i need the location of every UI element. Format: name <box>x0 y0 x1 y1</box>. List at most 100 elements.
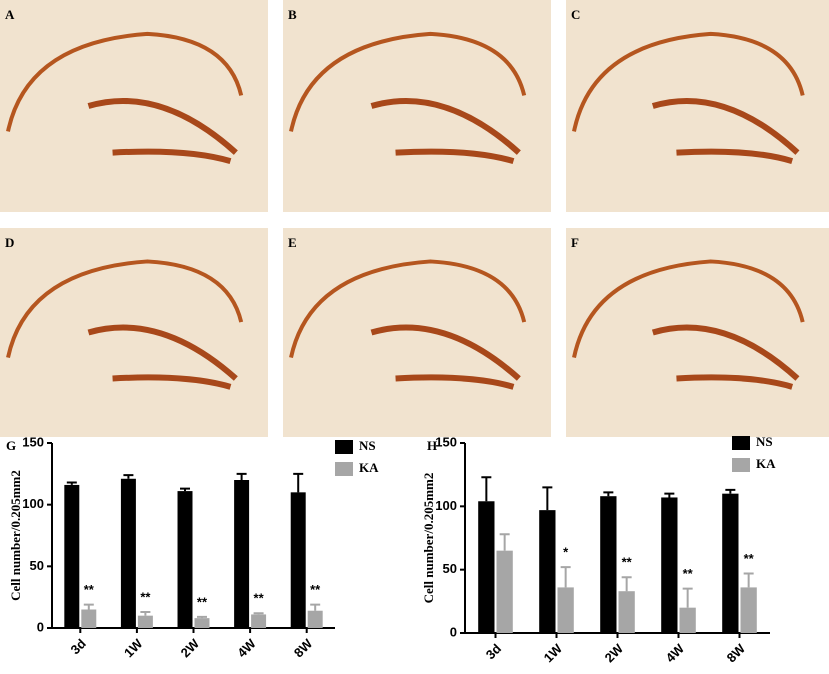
micrograph <box>566 0 829 212</box>
panel-label: F <box>571 235 579 250</box>
error-bar <box>310 603 321 611</box>
x-tick-label: 1W <box>541 640 566 665</box>
bar <box>307 610 323 628</box>
error-bar <box>196 615 207 619</box>
error-bar <box>743 572 754 588</box>
tissue-arc <box>6 31 244 132</box>
tissue-arc <box>370 324 521 381</box>
error-bar <box>621 576 632 592</box>
legend-swatch <box>732 458 750 472</box>
error-bar <box>123 474 134 479</box>
significance-label: ** <box>744 551 755 566</box>
legend-label: KA <box>756 456 776 471</box>
x-tick-label: 4W <box>234 635 259 660</box>
bar <box>722 493 739 633</box>
bar <box>679 607 696 633</box>
error-bar <box>140 610 151 616</box>
panel-label: C <box>571 7 580 22</box>
x-tick-label: 2W <box>178 635 203 660</box>
bar <box>661 497 678 633</box>
tissue-arc <box>112 374 232 390</box>
tissue-arc <box>289 259 527 359</box>
x-tick-label: 2W <box>602 640 627 665</box>
significance-label: ** <box>254 591 265 606</box>
y-tick-label: 50 <box>443 561 457 576</box>
bar <box>557 587 574 633</box>
error-bar <box>499 533 510 551</box>
tissue-arc <box>676 374 794 390</box>
significance-label: ** <box>197 594 208 609</box>
x-tick-label: 1W <box>121 635 146 660</box>
tissue-arc <box>395 148 515 164</box>
panel-label: E <box>288 235 297 250</box>
y-tick-label: 100 <box>22 496 44 511</box>
y-tick-label: 0 <box>37 619 44 634</box>
y-tick-label: 150 <box>22 434 44 449</box>
x-tick-label: 4W <box>663 640 688 665</box>
tissue-arc <box>395 374 515 390</box>
error-bar <box>66 481 77 485</box>
error-bar <box>293 472 304 493</box>
legend-swatch <box>335 462 353 476</box>
tissue-arc <box>87 324 238 381</box>
error-bar <box>83 603 94 610</box>
tissue-arc <box>6 259 244 359</box>
panel-label: D <box>5 235 14 250</box>
micrograph <box>0 0 268 212</box>
x-tick-label: 3d <box>483 641 504 662</box>
micrograph <box>283 0 551 212</box>
bar <box>120 478 136 628</box>
error-bar <box>560 566 571 588</box>
error-bar <box>725 488 736 494</box>
bar <box>618 591 635 633</box>
tissue-arc <box>572 31 805 132</box>
error-bar <box>682 587 693 608</box>
significance-label: * <box>563 545 569 560</box>
significance-label: ** <box>310 582 321 597</box>
panel-label: G <box>6 438 16 453</box>
error-bar <box>253 612 264 615</box>
tissue-arc <box>289 31 527 132</box>
tissue-arc <box>87 98 238 155</box>
x-tick-label: 8W <box>291 635 316 660</box>
error-bar <box>664 492 675 498</box>
panel-label: A <box>5 7 15 22</box>
bar <box>177 491 193 628</box>
bar <box>81 609 97 628</box>
bar <box>137 615 153 628</box>
bar <box>251 614 267 628</box>
error-bar <box>180 487 191 492</box>
legend-swatch <box>335 440 353 454</box>
bar <box>600 496 617 633</box>
y-tick-label: 0 <box>450 624 457 639</box>
tissue-arc <box>676 148 794 164</box>
bar <box>740 587 757 633</box>
error-bar <box>236 472 247 480</box>
x-tick-label: 8W <box>724 640 749 665</box>
legend-swatch <box>732 436 750 450</box>
x-tick-label: 3d <box>68 636 89 657</box>
y-tick-label: 100 <box>435 498 457 513</box>
panel-label: B <box>288 7 297 22</box>
legend-label: NS <box>359 438 376 453</box>
bar <box>194 618 210 628</box>
error-bar <box>481 476 492 502</box>
tissue-arc <box>651 324 800 381</box>
micrograph <box>0 228 268 437</box>
legend-label: NS <box>756 434 773 449</box>
error-bar <box>603 491 614 497</box>
bar <box>64 484 80 628</box>
y-tick-label: 150 <box>435 434 457 449</box>
bar <box>496 550 513 633</box>
y-axis-label: Cell number/0.205mm2 <box>8 470 23 601</box>
tissue-arc <box>572 259 805 358</box>
bar <box>290 492 306 628</box>
bar <box>234 480 250 628</box>
tissue-arc <box>112 148 232 164</box>
micrograph <box>566 228 829 437</box>
tissue-arc <box>370 98 521 155</box>
legend-label: KA <box>359 460 379 475</box>
panel-label: H <box>427 438 437 453</box>
tissue-arc <box>651 97 800 155</box>
